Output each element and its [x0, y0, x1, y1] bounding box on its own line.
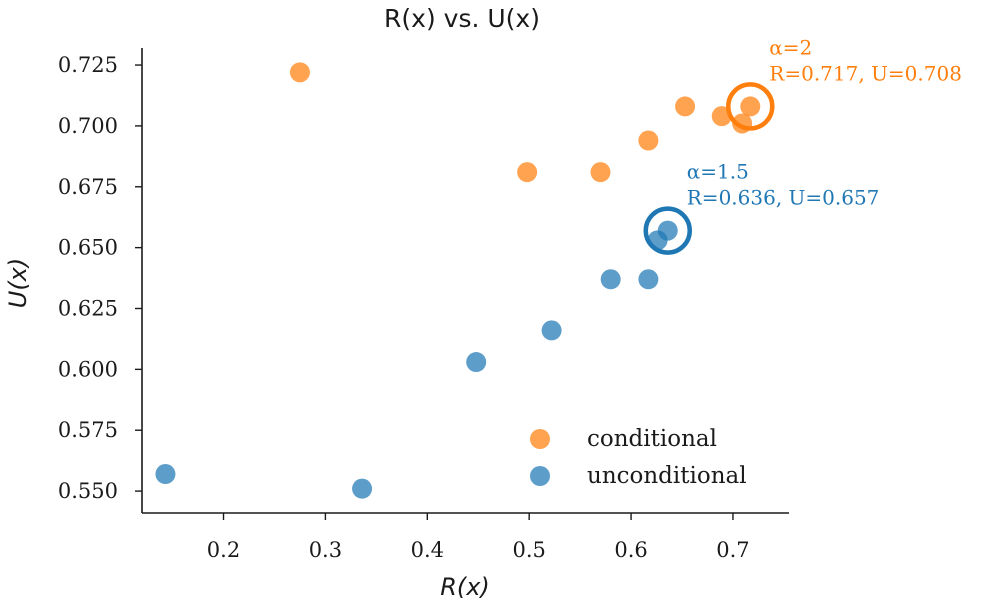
conditional-point	[740, 96, 761, 117]
x-tick-label: 0.5	[512, 538, 545, 562]
legend-label-conditional: conditional	[587, 426, 717, 452]
y-axis-ticks: 0.550 0.575 0.600 0.625 0.650 0.675 0.700 0.725	[58, 53, 142, 503]
y-tick-label: 0.550	[58, 479, 118, 503]
y-tick-label: 0.625	[58, 296, 118, 320]
conditional-point	[638, 130, 659, 151]
unconditional-point	[466, 352, 487, 373]
conditional-point	[517, 162, 538, 183]
x-axis-label: R(x)	[440, 573, 490, 601]
data-points	[155, 62, 761, 499]
conditional-highlight-ring	[726, 82, 775, 131]
y-axis-label: U(x)	[4, 258, 32, 309]
conditional-annotation-values: R=0.717, U=0.708	[769, 61, 962, 85]
unconditional-highlight-ring	[643, 206, 693, 255]
unconditional-point	[600, 269, 621, 290]
y-tick-label: 0.600	[58, 357, 118, 381]
x-tick-label: 0.4	[411, 538, 444, 562]
annotations: α=2R=0.717, U=0.708 α=1.5R=0.636, U=0.657	[643, 35, 962, 255]
conditional-point	[590, 162, 611, 183]
chart-title: R(x) vs. U(x)	[384, 4, 540, 33]
conditional-annotation-alpha: α=2	[769, 35, 812, 59]
x-tick-label: 0.7	[716, 538, 749, 562]
legend-label-unconditional: unconditional	[587, 463, 747, 489]
x-axis-ticks: 0.2 0.3 0.4 0.5 0.6 0.7	[207, 513, 750, 562]
unconditional-point	[657, 220, 678, 241]
x-tick-label: 0.2	[207, 538, 240, 562]
unconditional-point	[638, 269, 659, 290]
x-tick-label: 0.3	[309, 538, 342, 562]
conditional-point	[289, 62, 310, 83]
y-tick-label: 0.575	[58, 418, 118, 442]
legend-marker-conditional	[530, 429, 550, 449]
y-tick-label: 0.675	[58, 175, 118, 199]
y-tick-label: 0.725	[58, 53, 118, 77]
legend: conditional unconditional	[530, 426, 747, 489]
unconditional-point	[541, 320, 562, 341]
legend-marker-unconditional	[530, 466, 550, 486]
conditional-point	[675, 96, 696, 117]
unconditional-point	[155, 464, 176, 485]
x-tick-label: 0.6	[614, 538, 647, 562]
y-tick-label: 0.650	[58, 236, 118, 260]
unconditional-point	[352, 478, 373, 499]
y-tick-label: 0.700	[58, 114, 118, 138]
unconditional-annotation-values: R=0.636, U=0.657	[687, 186, 880, 210]
unconditional-annotation-alpha: α=1.5	[687, 160, 749, 184]
